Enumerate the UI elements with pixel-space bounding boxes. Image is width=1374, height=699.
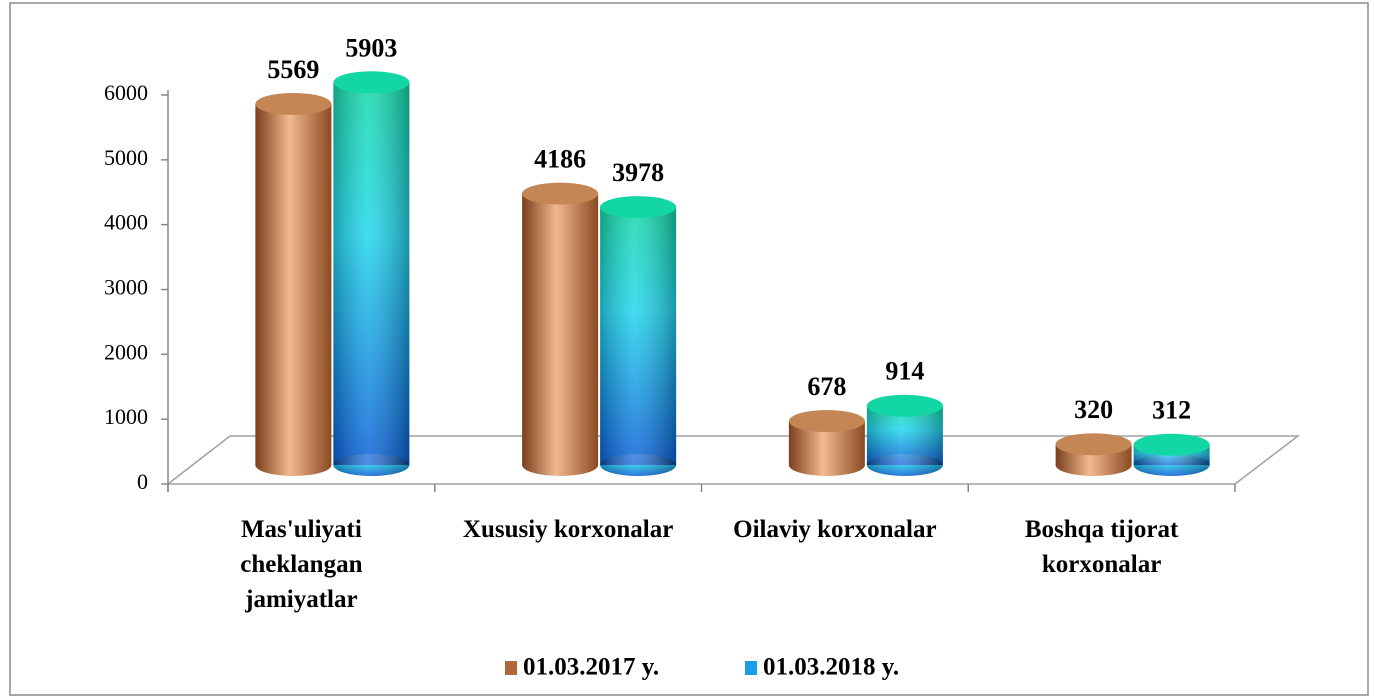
cylinder-shade [333, 82, 410, 466]
cylinder-top [600, 196, 677, 219]
x-tick-label: Xususiy korxonalar [462, 516, 674, 543]
frame [9, 2, 1369, 696]
bar [522, 193, 599, 465]
bar [255, 103, 332, 465]
value-label: 5903 [345, 33, 397, 62]
cylinder-top [1133, 433, 1210, 456]
y-tick-label: 4000 [104, 210, 148, 235]
value-label: 4186 [534, 145, 586, 174]
legend-marker [505, 661, 517, 675]
y-tick-label: 6000 [104, 80, 148, 105]
legend-label: 01.03.2018 y. [763, 654, 899, 681]
cylinder-top [522, 182, 599, 205]
cylinder-top [333, 71, 410, 94]
cylinder-top [788, 410, 865, 433]
value-label: 320 [1074, 395, 1113, 424]
y-tick-label: 0 [137, 469, 148, 494]
value-label: 678 [807, 372, 846, 401]
x-tick-label: Mas'uliyati cheklangan jamiyatlar [240, 516, 363, 613]
legend-label: 01.03.2017 y. [523, 654, 659, 681]
y-tick-label: 5000 [104, 145, 148, 170]
legend-marker [745, 661, 757, 675]
cylinder-top [866, 394, 943, 417]
value-label: 5569 [267, 55, 319, 84]
x-tick-label: Boshqa tijorat korxonalar [1024, 516, 1179, 578]
y-tick-label: 2000 [104, 339, 148, 364]
value-label: 3978 [612, 158, 664, 187]
x-tick-label: Oilaviy korxonalar [733, 516, 937, 543]
value-label: 312 [1152, 396, 1191, 425]
value-label: 914 [885, 357, 924, 386]
y-tick-label: 3000 [104, 275, 148, 300]
floor [165, 435, 1301, 485]
cylinder-shade [600, 207, 677, 465]
cylinder-top [1055, 433, 1132, 456]
cylinder-top [255, 92, 332, 115]
y-tick-label: 1000 [104, 404, 148, 429]
